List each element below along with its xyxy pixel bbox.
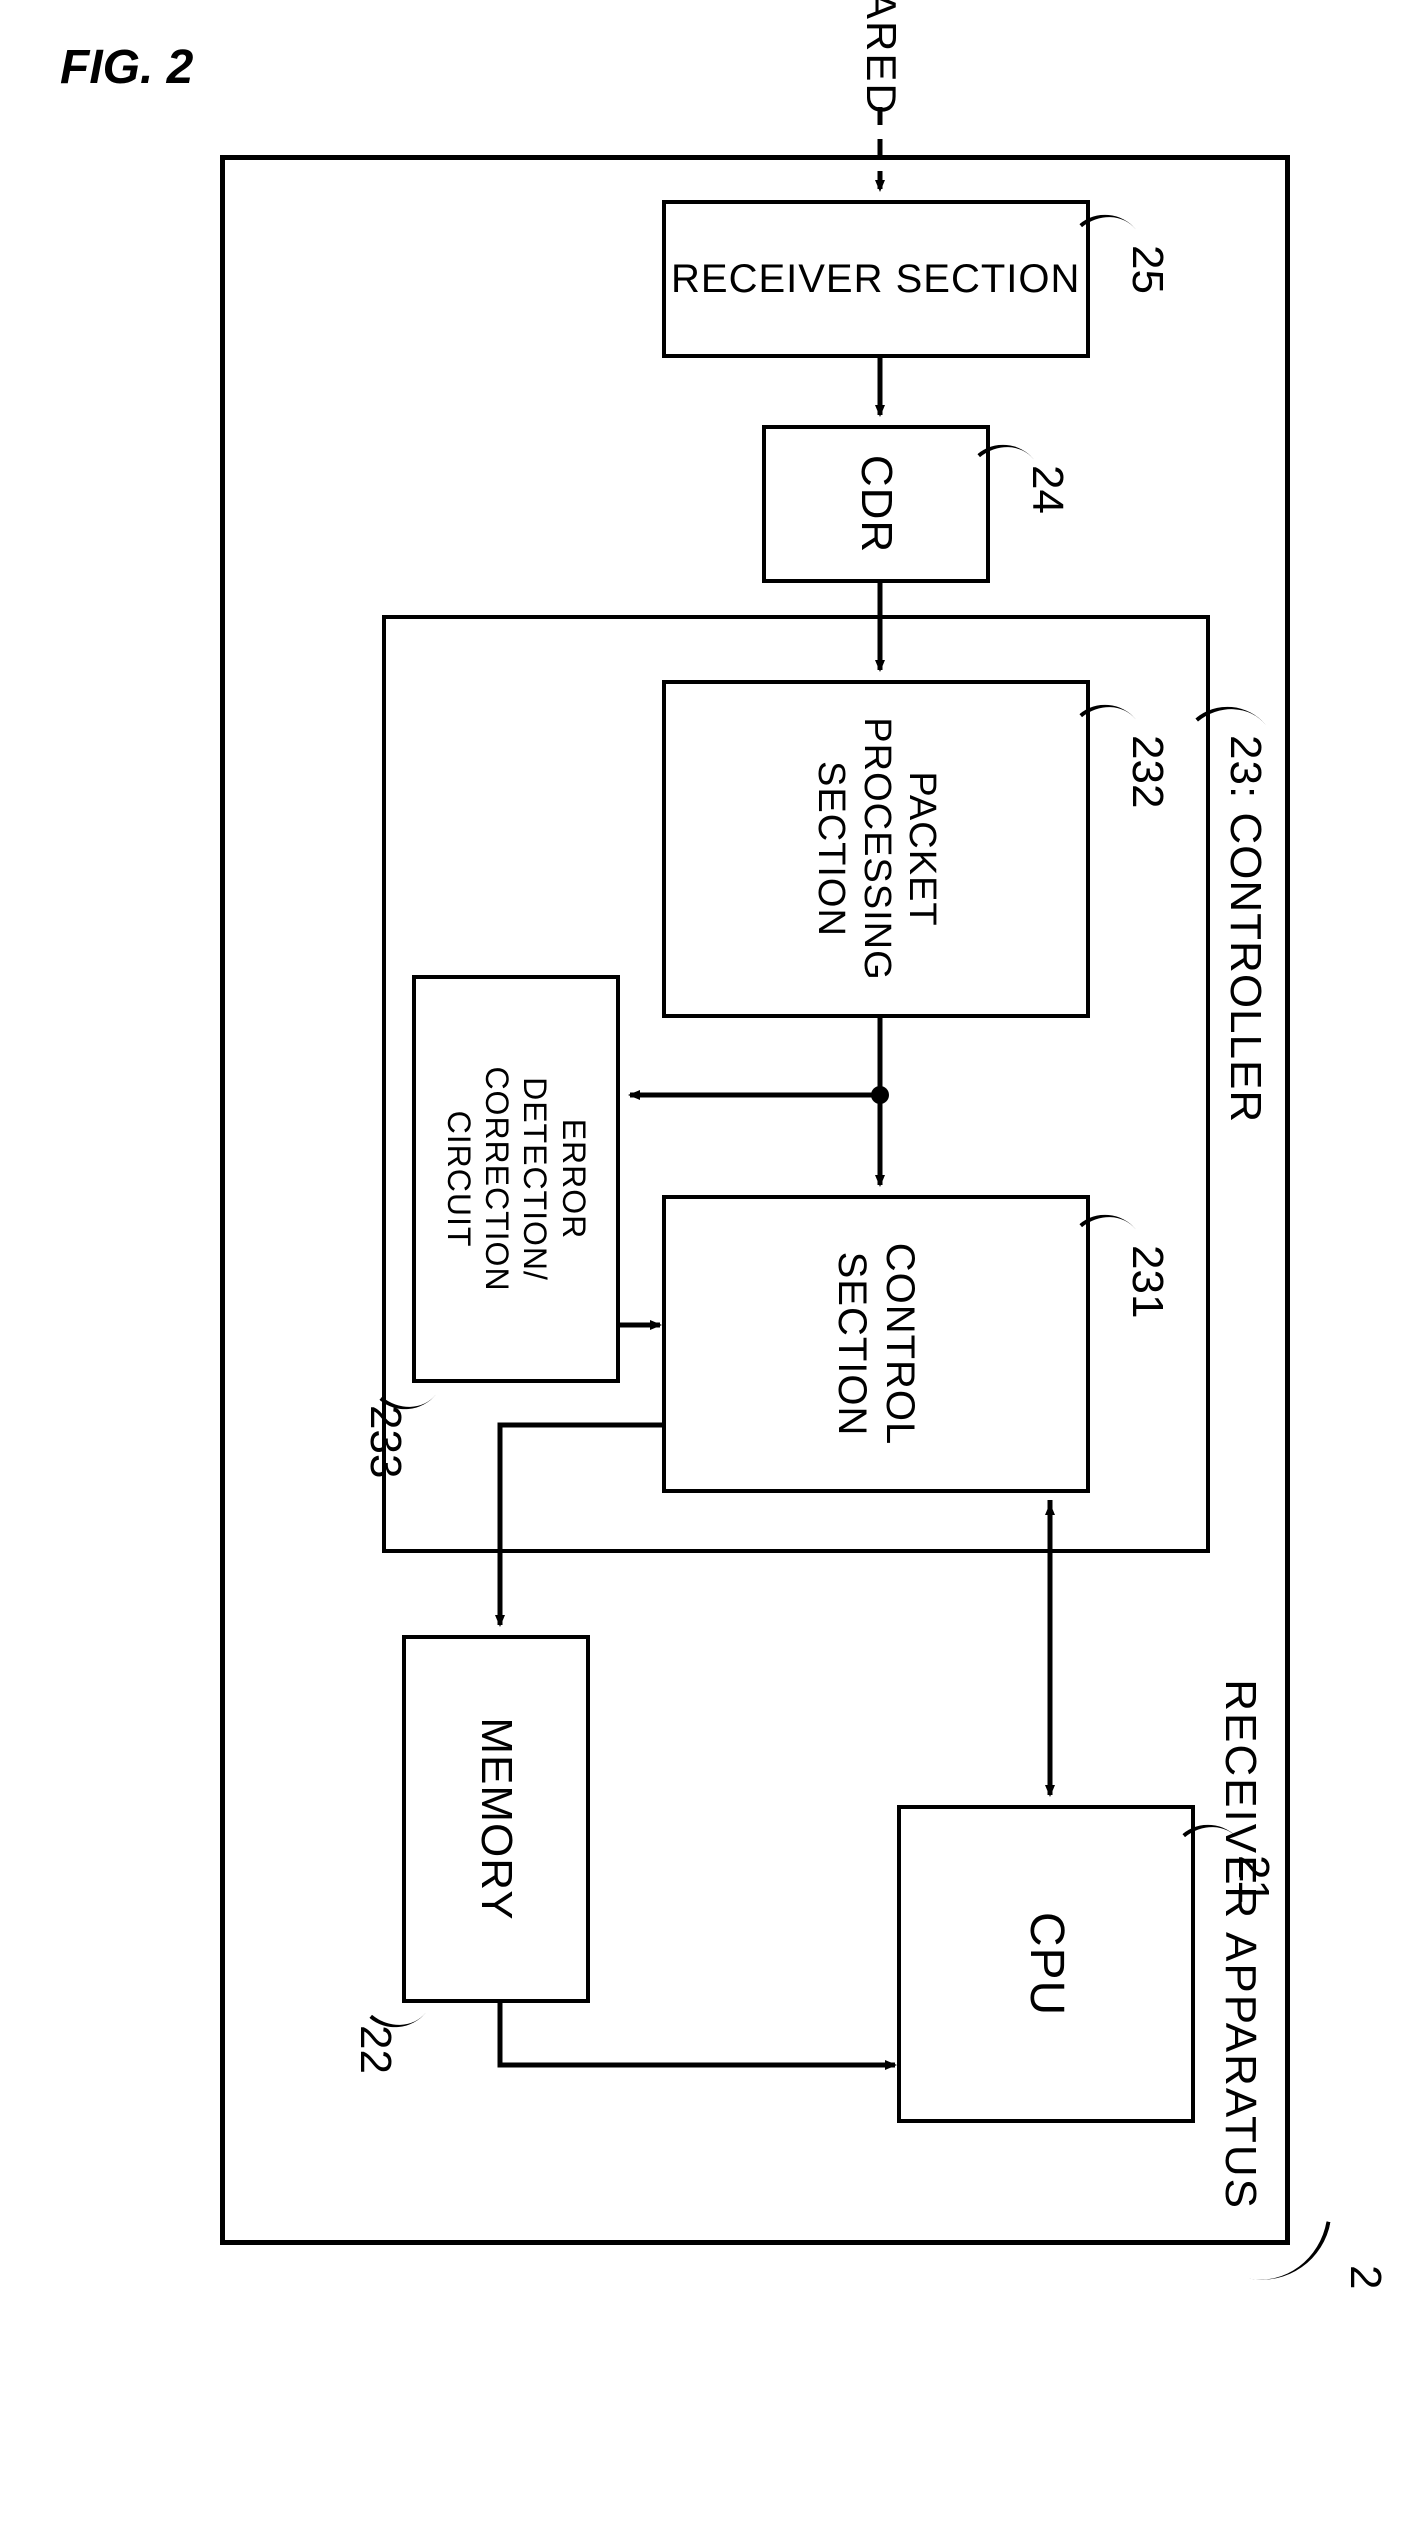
ref-num-25: 25 <box>1122 245 1172 294</box>
leader-line <box>1245 2209 1330 2291</box>
controller-label: 23: CONTROLLER <box>1220 735 1270 1123</box>
error-circuit-block: ERROR DETECTION/ CORRECTION CIRCUIT <box>412 975 620 1383</box>
ref-num-24: 24 <box>1022 465 1072 514</box>
ref-num-233: 233 <box>360 1405 410 1478</box>
ref-num-232: 232 <box>1122 735 1172 808</box>
figure-title: FIG. 2 <box>60 40 1382 95</box>
diagram: RECEIVER APPARATUS 2 23: CONTROLLER RECE… <box>90 95 1390 2295</box>
junction-dot <box>871 1086 889 1104</box>
receiver-apparatus-label: RECEIVER APPARATUS <box>1215 1679 1265 2210</box>
cdr-block: CDR <box>762 425 990 583</box>
receiver-section-block: RECEIVER SECTION <box>662 200 1090 358</box>
control-section-block: CONTROL SECTION <box>662 1195 1090 1493</box>
ref-num-231: 231 <box>1122 1245 1172 1318</box>
infrared-label: INFRARED <box>857 0 905 116</box>
memory-block: MEMORY <box>402 1635 590 2003</box>
ref-num-21: 21 <box>1228 1855 1278 1904</box>
ref-num-22: 22 <box>350 2025 400 2074</box>
ref-num-2: 2 <box>1340 2265 1390 2289</box>
cpu-block: CPU <box>897 1805 1195 2123</box>
packet-processing-block: PACKET PROCESSING SECTION <box>662 680 1090 1018</box>
